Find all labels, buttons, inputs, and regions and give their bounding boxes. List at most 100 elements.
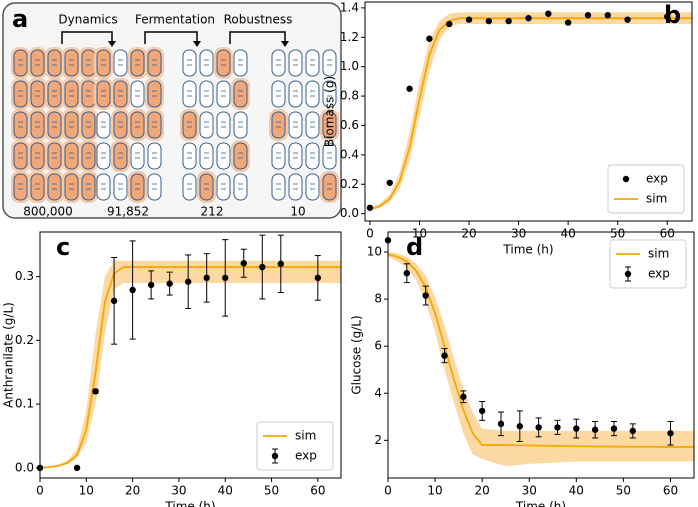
cell <box>147 80 162 108</box>
point <box>386 179 393 186</box>
cell <box>113 80 128 108</box>
point <box>222 274 229 282</box>
cell <box>182 80 197 108</box>
cell <box>130 173 145 201</box>
cell <box>216 49 231 77</box>
point <box>110 297 118 305</box>
x-tick-label: 30 <box>511 227 526 241</box>
cell <box>233 80 248 108</box>
cell <box>271 49 286 77</box>
cell <box>147 111 162 139</box>
cell <box>64 173 79 201</box>
count-label: 91,852 <box>107 205 149 219</box>
x-tick-label: 60 <box>663 484 678 498</box>
cell <box>322 80 337 108</box>
point <box>535 424 542 431</box>
point <box>73 464 81 472</box>
y-tick-label: 0.0 <box>340 206 359 220</box>
y-tick-label: 0.2 <box>340 177 359 191</box>
cell <box>305 142 320 170</box>
legend-label: sim <box>648 247 669 261</box>
arrowhead <box>108 41 116 47</box>
stage-label: Fermentation <box>135 13 215 27</box>
y-tick-label: 1.2 <box>340 30 359 44</box>
cell <box>199 80 214 108</box>
x-axis-label: Time (h) <box>164 500 215 507</box>
cell <box>233 142 248 170</box>
cell <box>96 142 111 170</box>
cell <box>13 49 28 77</box>
cell <box>64 142 79 170</box>
cell <box>47 142 62 170</box>
cell <box>147 173 162 201</box>
chart-panel: 0 10 20 30 40 50 60 0.0 0.2 0.4 0.6 0.8 1.0 1.2 1.4 Tim… <box>323 0 693 257</box>
point <box>554 424 561 431</box>
point <box>426 35 433 42</box>
point <box>446 20 453 28</box>
point <box>366 204 374 211</box>
count-label: 10 <box>290 205 305 219</box>
cell <box>47 111 62 139</box>
x-tick-label: 30 <box>522 484 537 498</box>
axes-frame <box>39 231 342 479</box>
point <box>259 263 266 271</box>
x-axis-label: Time (h) <box>515 500 566 507</box>
arrow <box>229 31 286 44</box>
cell <box>96 80 111 108</box>
cell <box>147 142 162 170</box>
diagram-panel: a Dynamics Fermentation Robustness 800,0… <box>2 2 342 219</box>
arrowheads <box>108 41 289 47</box>
point <box>478 407 486 415</box>
panel-label: c <box>56 233 70 261</box>
point <box>277 260 284 268</box>
point <box>441 352 448 359</box>
point <box>604 12 611 19</box>
cell <box>96 111 111 139</box>
x-tick-label: 20 <box>461 227 476 241</box>
point <box>240 260 247 267</box>
y-tick-label: 0.6 <box>340 118 359 132</box>
point <box>403 269 411 277</box>
cell <box>288 173 303 201</box>
y-tick-label: 0.0 <box>15 460 34 474</box>
cell <box>30 111 45 139</box>
y-tick-label: 4 <box>374 386 382 400</box>
cell <box>305 80 320 108</box>
point <box>584 12 592 19</box>
point <box>497 420 505 428</box>
cell <box>96 173 111 201</box>
cell <box>271 142 286 170</box>
cell <box>13 142 28 170</box>
legend-swatch <box>624 270 632 278</box>
point <box>203 274 210 282</box>
cell <box>233 111 248 139</box>
stage-label: Robustness <box>224 13 293 27</box>
cell <box>113 142 128 170</box>
cell <box>233 173 248 201</box>
cell <box>271 111 286 139</box>
cell <box>199 111 214 139</box>
stage-label: Dynamics <box>58 13 117 27</box>
cell <box>81 80 96 108</box>
point <box>624 16 631 23</box>
cell <box>322 142 337 170</box>
cell <box>64 111 79 139</box>
point <box>610 425 618 432</box>
point <box>516 423 524 430</box>
cell <box>64 49 79 77</box>
cell <box>216 111 231 139</box>
uncertainty-band <box>40 260 341 468</box>
cell <box>47 80 62 108</box>
cell <box>113 49 128 77</box>
cell <box>216 142 231 170</box>
y-tick-label: 0.2 <box>15 333 34 347</box>
cell <box>182 111 197 139</box>
x-axis-label: Time (h) <box>502 243 553 257</box>
legend-label: exp <box>646 172 668 186</box>
axes-frame <box>387 231 695 479</box>
x-tick-label: 20 <box>475 484 490 498</box>
cell <box>182 173 197 201</box>
y-axis-label: Glucose (g/L) <box>350 315 364 394</box>
cell <box>288 142 303 170</box>
panel-label: b <box>664 1 681 29</box>
